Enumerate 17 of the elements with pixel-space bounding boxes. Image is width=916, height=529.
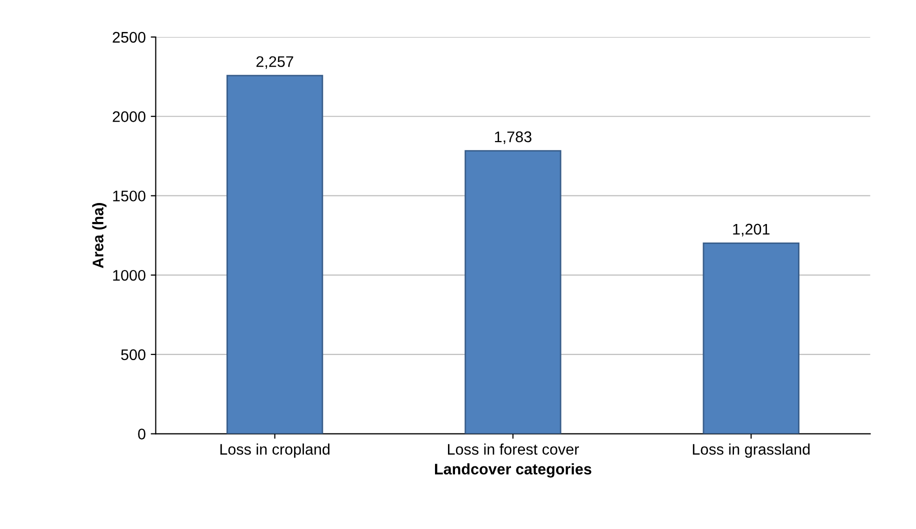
data-label: 1,783 bbox=[495, 131, 532, 144]
x-tick-label: Loss in grassland bbox=[692, 444, 810, 458]
bar bbox=[226, 74, 324, 434]
y-tick-label: 1000 bbox=[113, 270, 146, 281]
bar bbox=[702, 242, 800, 434]
x-axis-title: Landcover categories bbox=[435, 463, 592, 478]
y-axis-title: Area (ha) bbox=[92, 203, 106, 268]
data-label: 2,257 bbox=[256, 56, 294, 69]
data-label: 1,201 bbox=[733, 224, 770, 236]
y-tick-label: 0 bbox=[138, 428, 146, 440]
y-tick-label: 2500 bbox=[112, 32, 146, 43]
x-tick-label: Loss in cropland bbox=[220, 444, 330, 458]
bar bbox=[464, 150, 562, 434]
y-tick-label: 500 bbox=[121, 349, 146, 360]
x-tick-label: Loss in forest cover bbox=[448, 444, 579, 455]
y-tick-label: 2000 bbox=[112, 111, 146, 122]
y-tick-label: 1500 bbox=[113, 190, 146, 202]
